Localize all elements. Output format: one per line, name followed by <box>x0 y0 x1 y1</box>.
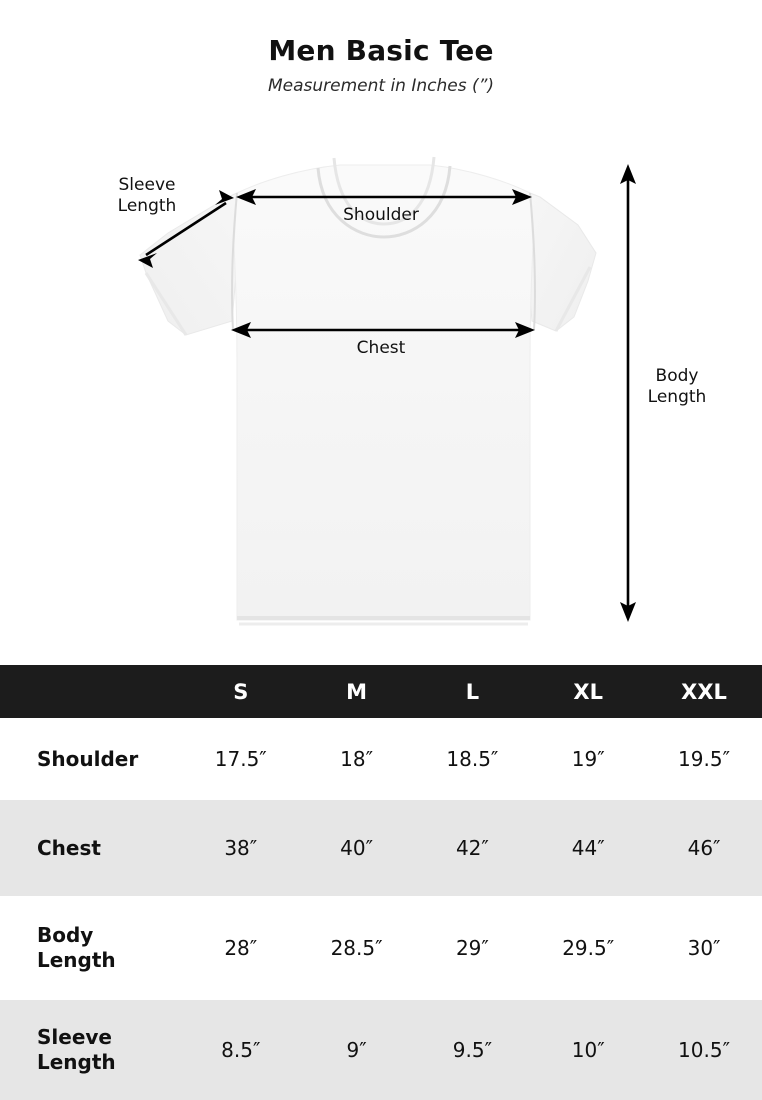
page-title: Men Basic Tee <box>268 34 494 67</box>
row-label-sleeve-length: Sleeve Length <box>37 1025 116 1074</box>
collar-outer <box>316 165 452 239</box>
body-length-label: Body Length <box>647 366 707 408</box>
chest-label: Chest <box>356 338 406 358</box>
size-header-l: L <box>414 665 531 718</box>
table-row: Shoulder 17.5″ 18″ 18.5″ 19″ 19.5″ <box>0 718 762 800</box>
cell-chest-s: 38″ <box>224 836 258 860</box>
table-header-row: S M L XL XXL <box>0 665 762 718</box>
cell-shoulder-m: 18″ <box>340 747 374 771</box>
cell-shoulder-xl: 19″ <box>571 747 605 771</box>
table-row: Chest 38″ 40″ 42″ 44″ 46″ <box>0 800 762 896</box>
right-sleeve <box>527 192 597 332</box>
cell-chest-l: 42″ <box>455 836 489 860</box>
size-header-xl: XL <box>530 665 647 718</box>
cell-chest-xl: 44″ <box>571 836 605 860</box>
cell-body-length-xxl: 30″ <box>687 936 721 960</box>
tshirt-illustration <box>138 156 636 626</box>
size-header-m: M <box>298 665 415 718</box>
cell-shoulder-xxl: 19.5″ <box>678 747 731 771</box>
right-armhole-seam <box>529 192 536 331</box>
body-length-measure-arrow <box>620 164 636 622</box>
cell-sleeve-length-xl: 10″ <box>571 1038 605 1062</box>
cell-body-length-s: 28″ <box>224 936 258 960</box>
cell-chest-m: 40″ <box>340 836 374 860</box>
page-subtitle: Measurement in Inches (”) <box>267 75 495 96</box>
garment-diagram: Sleeve Length Shoulder Chest Body Length <box>0 125 762 665</box>
cell-body-length-l: 29″ <box>455 936 489 960</box>
cell-shoulder-s: 17.5″ <box>214 747 267 771</box>
right-sleeve-hem <box>554 266 592 332</box>
sleeve-length-measure-arrow <box>138 190 234 268</box>
chart-header: Men Basic Tee Measurement in Inches (”) <box>0 0 762 125</box>
header-corner-cell <box>0 665 183 718</box>
collar-inner <box>332 156 436 226</box>
cell-body-length-xl: 29.5″ <box>562 936 615 960</box>
cell-body-length-m: 28.5″ <box>330 936 383 960</box>
cell-sleeve-length-m: 9″ <box>346 1038 367 1062</box>
table-row: Sleeve Length 8.5″ 9″ 9.5″ 10″ 10.5″ <box>0 1000 762 1100</box>
row-label-chest: Chest <box>37 835 101 860</box>
row-label-shoulder: Shoulder <box>37 746 139 771</box>
cell-sleeve-length-s: 8.5″ <box>221 1038 261 1062</box>
table-row: Body Length 28″ 28.5″ 29″ 29.5″ 30″ <box>0 896 762 1000</box>
chest-measure-arrow <box>231 322 535 338</box>
cell-sleeve-length-xxl: 10.5″ <box>678 1038 731 1062</box>
cell-sleeve-length-l: 9.5″ <box>452 1038 493 1062</box>
size-header-s: S <box>182 665 299 718</box>
sleeve-length-label: Sleeve Length <box>117 175 177 217</box>
left-armhole-seam <box>231 192 238 331</box>
left-sleeve-hem <box>144 272 188 336</box>
shoulder-label: Shoulder <box>343 205 419 225</box>
cell-chest-xxl: 46″ <box>687 836 721 860</box>
tee-body <box>233 164 534 621</box>
row-label-body-length: Body Length <box>37 923 116 972</box>
size-chart-table: S M L XL XXL Shoulder 17.5″ 18″ 18.5″ 19… <box>0 665 762 1100</box>
size-header-xxl: XXL <box>646 665 762 718</box>
cell-shoulder-l: 18.5″ <box>446 747 499 771</box>
shoulder-measure-arrow <box>236 189 532 205</box>
